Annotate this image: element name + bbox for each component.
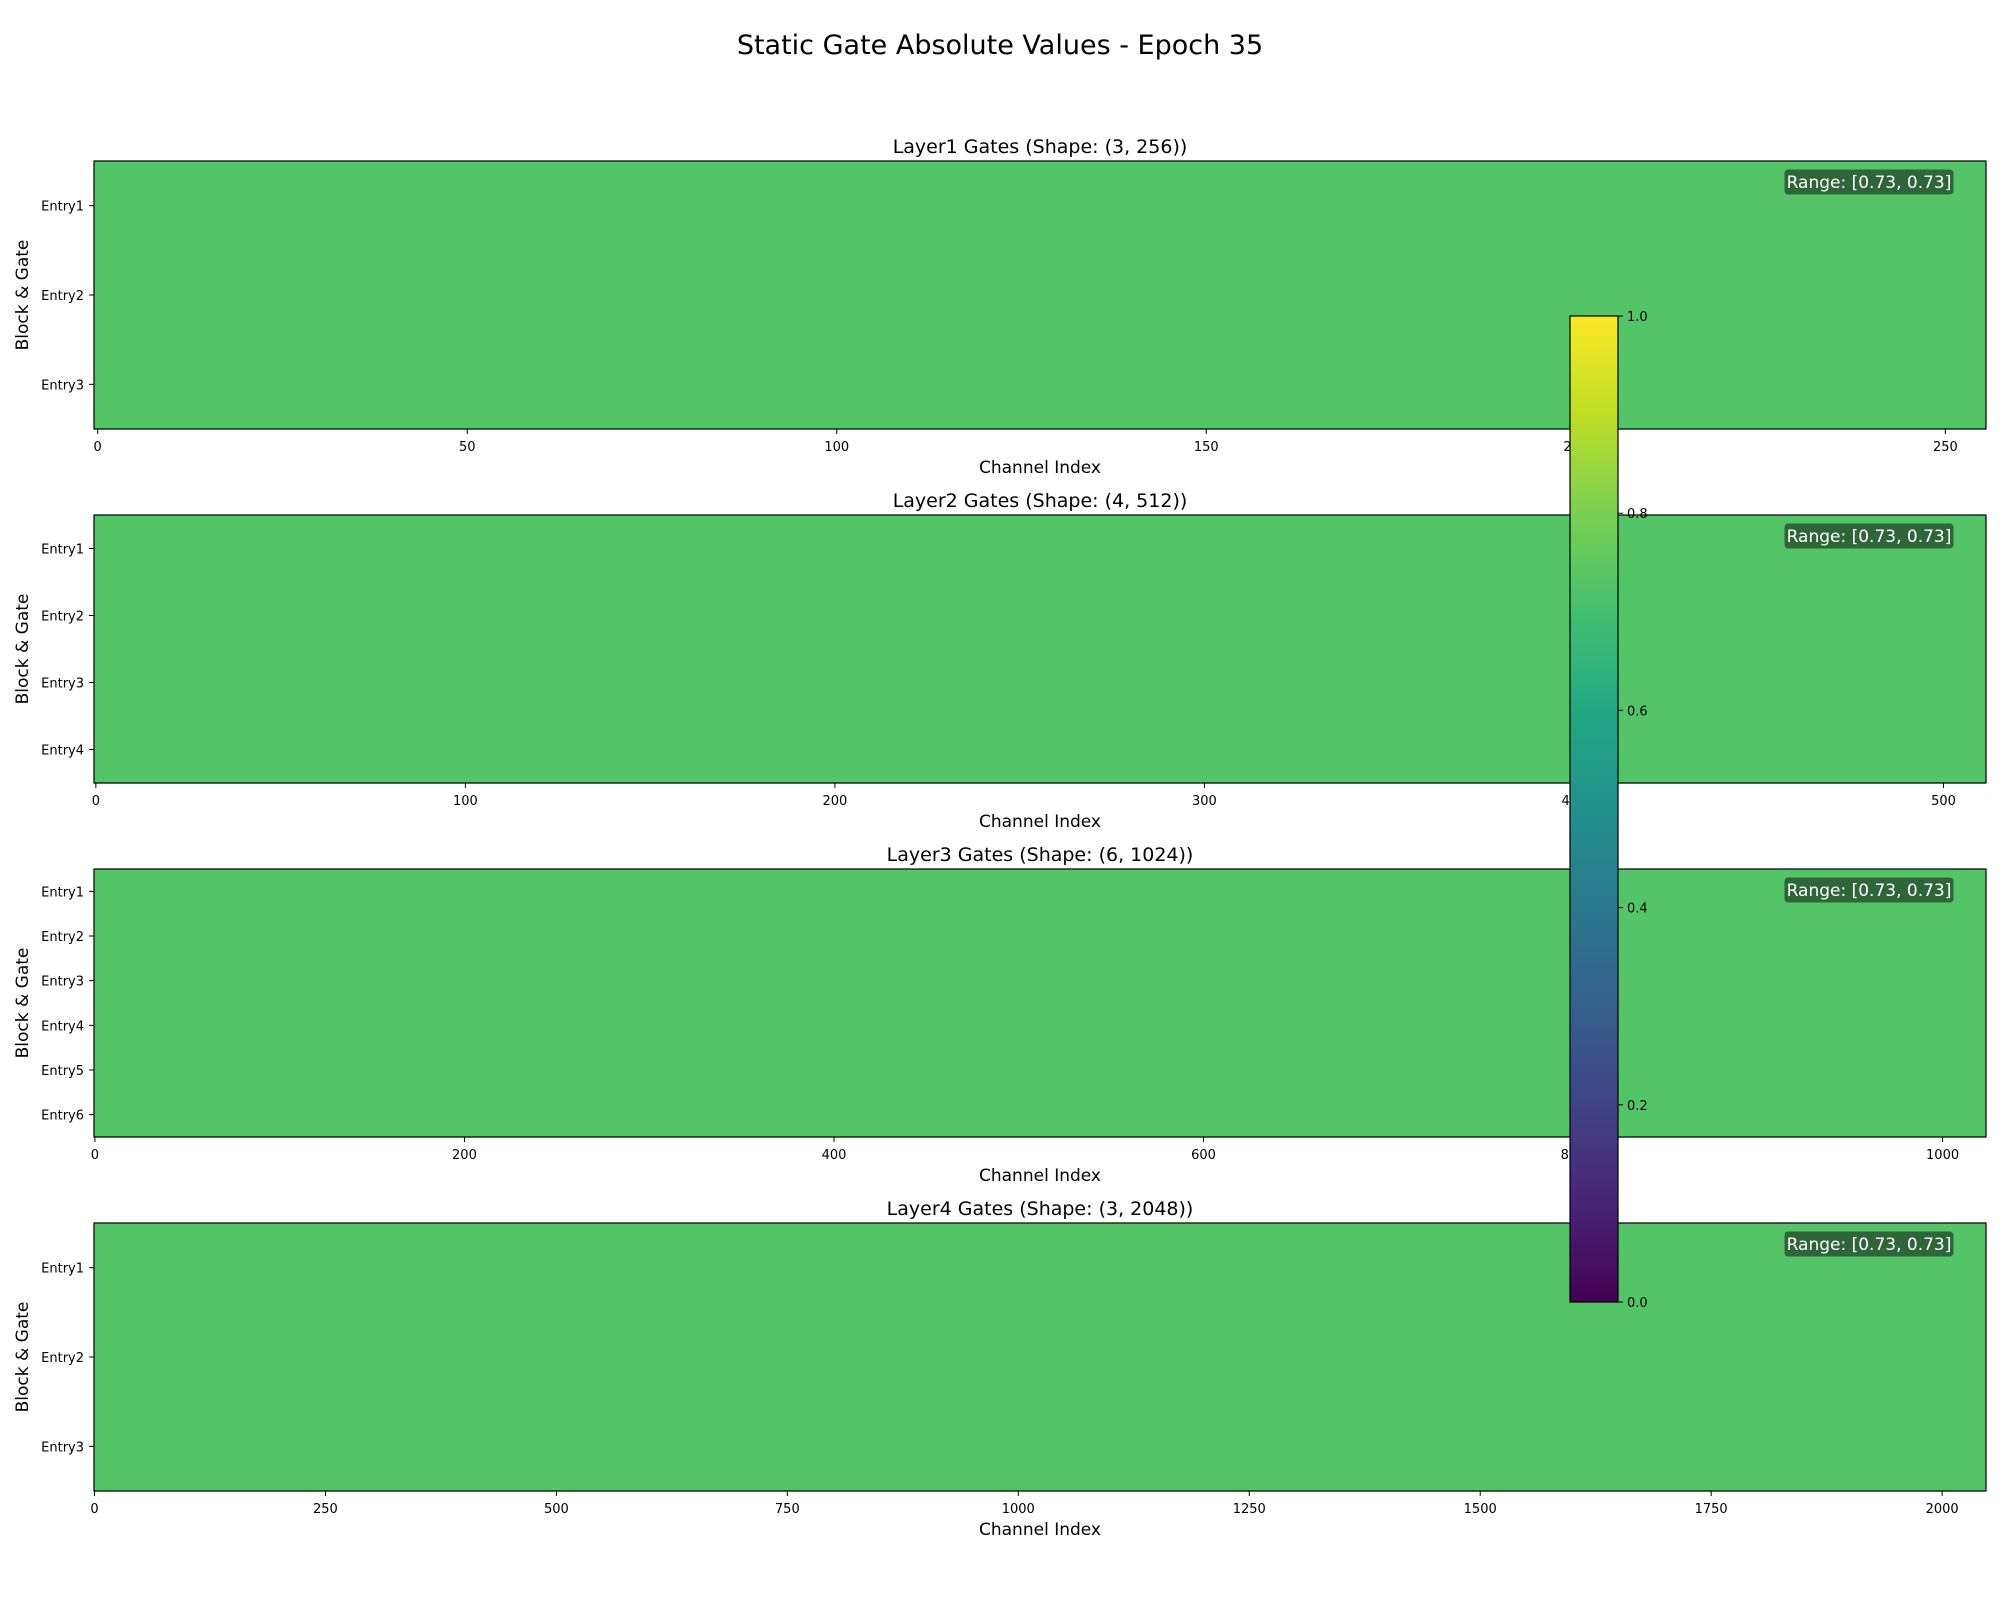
heatmap-row <box>94 869 1986 915</box>
y-tick-label: Entry5 <box>41 1064 84 1079</box>
x-axis-label: Channel Index <box>979 1520 1101 1540</box>
x-tick-label: 2000 <box>1926 1502 1959 1517</box>
y-tick-label: Entry4 <box>41 744 84 759</box>
x-tick-label: 100 <box>824 440 849 455</box>
y-axis-label: Block & Gate <box>13 948 33 1059</box>
heatmap-panel-3: Layer3 Gates (Shape: (6, 1024)) Entry1 Ent… <box>13 844 1987 1186</box>
colorbar-tick-label: 1.0 <box>1627 310 1648 325</box>
y-tick-label: Entry2 <box>41 610 84 625</box>
range-annotation-box <box>1783 1230 1955 1258</box>
range-annotation: Range: [0.73, 0.73] <box>1787 527 1952 547</box>
heatmap-row <box>94 1312 1986 1403</box>
colorbar-gradient <box>1569 315 1619 1303</box>
range-annotation: Range: [0.73, 0.73] <box>1787 173 1952 193</box>
y-tick-label: Entry3 <box>41 677 84 692</box>
heatmap-row <box>94 515 1986 583</box>
y-axis-label: Block & Gate <box>13 1302 33 1413</box>
y-tick-label: Entry1 <box>41 1262 84 1277</box>
heatmap-row <box>94 913 1986 959</box>
x-tick-label: 500 <box>1931 794 1956 809</box>
range-annotation-box <box>1783 522 1955 550</box>
y-tick-label: Entry2 <box>41 289 84 304</box>
y-tick-label: Entry3 <box>41 1440 84 1455</box>
range-annotation-box <box>1783 168 1955 196</box>
range-annotation-box <box>1783 876 1955 904</box>
y-tick-label: Entry2 <box>41 930 84 945</box>
colorbar-tick-label: 0.0 <box>1627 1296 1648 1311</box>
heatmap-row <box>94 161 1986 251</box>
x-tick-label: 300 <box>1192 794 1217 809</box>
heatmap-row <box>94 716 1986 784</box>
axes-frame <box>93 514 1987 784</box>
x-tick-label: 400 <box>822 1148 847 1163</box>
heatmap-panel-2: Layer2 Gates (Shape: (4, 512)) Entry1 Entr… <box>13 490 1987 832</box>
y-tick-label: Entry4 <box>41 1019 84 1034</box>
y-tick-label: Entry1 <box>41 885 84 900</box>
y-axis-label: Block & Gate <box>13 240 33 351</box>
heatmap-row <box>94 1003 1986 1049</box>
x-tick-label: 1250 <box>1233 1502 1266 1517</box>
x-tick-label: 0 <box>94 440 102 455</box>
heatmap-row <box>94 339 1986 430</box>
heatmap-panel-4: Layer4 Gates (Shape: (3, 2048)) Entry1 Ent… <box>13 1198 1987 1540</box>
range-annotation: Range: [0.73, 0.73] <box>1787 1235 1952 1255</box>
y-tick-label: Entry3 <box>41 378 84 393</box>
y-tick-label: Entry6 <box>41 1109 84 1124</box>
axes-frame <box>93 868 1987 1138</box>
colorbar-tick-label: 0.6 <box>1627 704 1648 719</box>
x-tick-label: 0 <box>92 794 100 809</box>
axes-frame <box>93 160 1987 430</box>
x-tick-label: 0 <box>90 1502 98 1517</box>
x-axis-label: Channel Index <box>979 812 1101 832</box>
heatmap-row <box>94 582 1986 650</box>
heatmap-row <box>94 1047 1986 1093</box>
x-tick-label: 200 <box>822 794 847 809</box>
x-tick-label: 100 <box>453 794 478 809</box>
x-tick-label: 1000 <box>1002 1502 1035 1517</box>
x-tick-label: 600 <box>1191 1148 1216 1163</box>
heatmap-row <box>94 649 1986 717</box>
axes-frame <box>93 1222 1987 1492</box>
panel-title: Layer1 Gates (Shape: (3, 256)) <box>893 136 1188 158</box>
y-tick-label: Entry2 <box>41 1351 84 1366</box>
x-tick-label: 250 <box>1933 440 1958 455</box>
heatmap-row <box>94 1401 1986 1492</box>
colorbar: 0.0 0.2 0.4 0.6 0.8 1.0 <box>1569 310 1648 1311</box>
x-tick-label: 0 <box>91 1148 99 1163</box>
x-tick-label: 500 <box>544 1502 569 1517</box>
x-tick-label: 250 <box>313 1502 338 1517</box>
x-tick-label: 1000 <box>1926 1148 1959 1163</box>
x-tick-label: 1750 <box>1695 1502 1728 1517</box>
x-tick-label: 50 <box>459 440 476 455</box>
y-axis-label: Block & Gate <box>13 594 33 705</box>
y-tick-label: Entry1 <box>41 543 84 558</box>
x-tick-label: 200 <box>452 1148 477 1163</box>
heatmap-row <box>94 1092 1986 1138</box>
heatmap-row <box>94 958 1986 1004</box>
panel-title: Layer3 Gates (Shape: (6, 1024)) <box>887 844 1194 866</box>
panel-title: Layer4 Gates (Shape: (3, 2048)) <box>887 1198 1194 1220</box>
panel-title: Layer2 Gates (Shape: (4, 512)) <box>893 490 1188 512</box>
x-axis-label: Channel Index <box>979 1166 1101 1186</box>
range-annotation: Range: [0.73, 0.73] <box>1787 881 1952 901</box>
x-tick-label: 1500 <box>1464 1502 1497 1517</box>
figure-title: Static Gate Absolute Values - Epoch 35 <box>737 30 1263 61</box>
colorbar-tick-label: 0.8 <box>1627 507 1648 522</box>
x-tick-label: 750 <box>775 1502 800 1517</box>
heatmap-panel-1: Layer1 Gates (Shape: (3, 256)) Entry1 Entr… <box>13 136 1987 478</box>
heatmap-row <box>94 250 1986 341</box>
y-tick-label: Entry1 <box>41 200 84 215</box>
colorbar-tick-label: 0.2 <box>1627 1099 1648 1114</box>
y-tick-label: Entry3 <box>41 975 84 990</box>
x-tick-label: 150 <box>1194 440 1219 455</box>
heatmap-row <box>94 1223 1986 1313</box>
colorbar-tick-label: 0.4 <box>1627 902 1648 917</box>
x-axis-label: Channel Index <box>979 458 1101 478</box>
